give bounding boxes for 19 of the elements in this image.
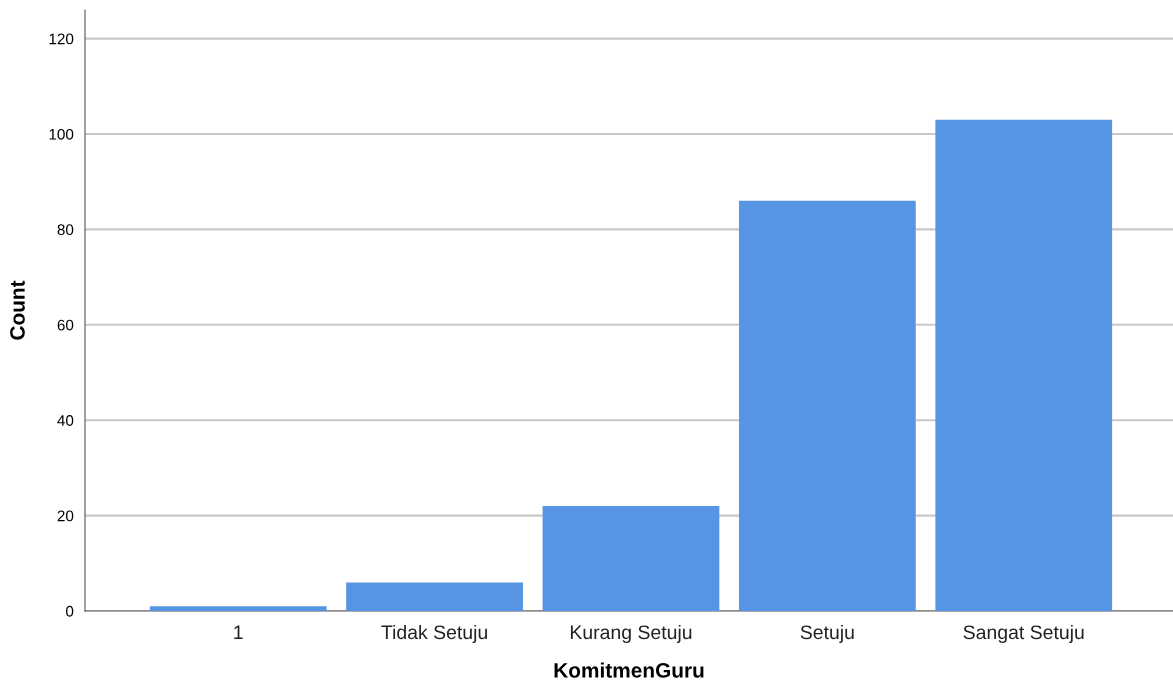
x-axis-title: KomitmenGuru — [554, 662, 704, 678]
y-tick-label: 100 — [49, 128, 74, 140]
x-tick-label: Setuju — [800, 624, 854, 644]
x-tick-label: Kurang Setuju — [570, 624, 692, 644]
x-tick-label: 1 — [234, 625, 243, 639]
y-tick-label: 20 — [57, 510, 74, 522]
bar — [738, 200, 916, 611]
bar — [346, 582, 523, 611]
y-tick-label: 40 — [57, 415, 74, 426]
y-tick-label: 80 — [57, 224, 74, 236]
y-tick-label: 60 — [57, 319, 74, 331]
x-tick-label: Tidak Setuju — [381, 624, 487, 644]
bar — [149, 606, 327, 611]
y-tick-label: 0 — [65, 605, 74, 617]
bar — [935, 119, 1113, 611]
y-axis-title: Count — [10, 280, 25, 340]
y-tick-label: 120 — [49, 33, 74, 45]
bar — [542, 506, 720, 611]
x-tick-label: Sangat Setuju — [963, 624, 1084, 644]
